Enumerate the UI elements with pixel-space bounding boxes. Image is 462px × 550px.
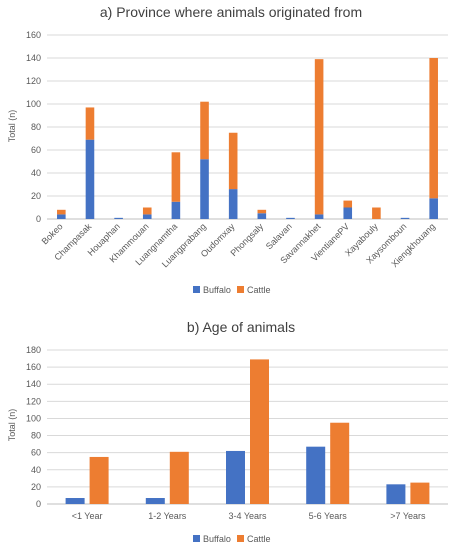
province-chart: a) Province where animals originated fro… (7, 4, 448, 295)
age-y-tick-label: 20 (31, 482, 41, 492)
province-bar-buffalo-vientianepv (343, 207, 353, 219)
province-legend-label-cattle: Cattle (247, 285, 271, 295)
province-y-tick-label: 100 (26, 99, 41, 109)
province-legend-label-buffalo: Buffalo (203, 285, 231, 295)
age-y-tick-label: 180 (26, 345, 41, 355)
province-bar-buffalo-bokeo (57, 214, 66, 219)
province-y-tick-label: 20 (31, 191, 41, 201)
province-bar-buffalo-savannakhet (314, 214, 324, 219)
age-bar-cattle-1-2-years (169, 451, 189, 504)
province-bar-buffalo-oudomxay (228, 189, 238, 219)
province-bar-buffalo-champasak (85, 139, 95, 219)
province-bar-cattle-phongsaly (257, 209, 267, 214)
province-bar-buffalo-luangnamtha (171, 201, 181, 219)
province-y-ticks: 0 20 40 60 80 100 120 140 160 (26, 30, 41, 224)
province-bar-cattle-luangnamtha (171, 152, 181, 202)
age-bar-buffalo-7-years (386, 484, 406, 504)
province-bar-buffalo-khammouan (142, 214, 152, 219)
province-bars (57, 58, 438, 219)
age-bar-buffalo-3-4-years (226, 450, 245, 504)
province-bar-buffalo-xiengkhouang (429, 198, 438, 219)
province-grid (47, 34, 448, 220)
province-x-ticks: BokeoChampasakHouaphanKhammouanLuangnamt… (40, 221, 437, 269)
province-bar-buffalo-xaysomboun (400, 217, 410, 219)
province-y-tick-label: 0 (36, 214, 41, 224)
province-bar-cattle-xayabouly (372, 207, 381, 219)
province-chart-title: a) Province where animals originated fro… (100, 4, 362, 20)
age-y-tick-label: 0 (36, 499, 41, 509)
province-bar-cattle-vientianepv (343, 200, 353, 208)
age-x-tick-label: <1 Year (72, 511, 103, 521)
province-y-tick-label: 120 (26, 76, 41, 86)
age-y-tick-label: 160 (26, 362, 41, 372)
province-bar-buffalo-luangprabang (200, 159, 209, 219)
age-bars (65, 359, 430, 504)
province-y-tick-label: 160 (26, 30, 41, 40)
age-bar-cattle-3-4-years (250, 359, 269, 504)
age-y-tick-label: 100 (26, 413, 41, 423)
age-legend-label-buffalo: Buffalo (203, 534, 231, 544)
province-bar-buffalo-houaphan (114, 217, 123, 219)
age-x-tick-label: 1-2 Years (148, 511, 187, 521)
age-grid (47, 349, 448, 505)
province-bar-cattle-bokeo (57, 209, 66, 215)
age-y-tick-label: 120 (26, 396, 41, 406)
age-legend-label-cattle: Cattle (247, 534, 271, 544)
province-y-axis-label: Total (n) (7, 110, 17, 143)
province-bar-cattle-khammouan (142, 207, 152, 215)
age-y-ticks: 0 20 40 60 80 100 120 140 160 180 (26, 345, 41, 509)
age-y-tick-label: 140 (26, 379, 41, 389)
age-bar-buffalo-1-2-years (145, 498, 165, 504)
age-bar-cattle-5-6-years (330, 422, 350, 504)
province-legend: Buffalo Cattle (193, 285, 271, 295)
age-y-tick-label: 40 (31, 465, 41, 475)
age-bar-cattle-1-year (89, 456, 109, 504)
age-bar-cattle-7-years (410, 482, 430, 504)
province-bar-cattle-xiengkhouang (429, 58, 438, 199)
province-y-tick-label: 80 (31, 122, 41, 132)
age-y-tick-label: 80 (31, 431, 41, 441)
province-bar-buffalo-salavan (286, 217, 295, 219)
age-legend-swatch-buffalo (193, 535, 200, 542)
age-x-tick-label: 3-4 Years (228, 511, 267, 521)
province-legend-swatch-cattle (237, 286, 244, 293)
age-x-tick-label: >7 Years (390, 511, 426, 521)
age-legend-swatch-cattle (237, 535, 244, 542)
age-legend: Buffalo Cattle (193, 534, 271, 544)
age-bar-buffalo-1-year (65, 498, 85, 504)
province-y-tick-label: 60 (31, 145, 41, 155)
age-y-tick-label: 60 (31, 448, 41, 458)
province-bar-cattle-champasak (85, 107, 95, 140)
province-bar-cattle-luangprabang (200, 101, 209, 160)
province-bar-cattle-oudomxay (228, 132, 238, 190)
age-y-axis-label: Total (n) (7, 409, 17, 442)
age-x-ticks: <1 Year 1-2 Years 3-4 Years 5-6 Years >7 Yea… (72, 511, 426, 521)
province-bar-cattle-savannakhet (314, 59, 324, 215)
province-x-tick-label: Bokeo (40, 221, 65, 246)
age-bar-buffalo-5-6-years (306, 446, 326, 504)
province-y-tick-label: 40 (31, 168, 41, 178)
province-bar-buffalo-phongsaly (257, 213, 267, 219)
age-x-tick-label: 5-6 Years (309, 511, 348, 521)
province-y-tick-label: 140 (26, 53, 41, 63)
age-chart-title: b) Age of animals (187, 319, 295, 335)
age-chart: b) Age of animals 0 20 40 60 80 100 120 140 160 1… (7, 319, 448, 544)
province-legend-swatch-buffalo (193, 286, 200, 293)
